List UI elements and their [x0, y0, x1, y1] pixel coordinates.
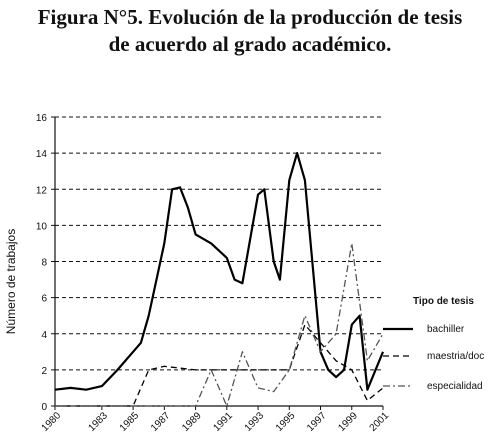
- y-tick-label: 14: [36, 149, 48, 160]
- x-tick-label: 1991: [211, 410, 235, 434]
- y-axis-label: Número de trabajos: [4, 229, 18, 334]
- y-tick-label: 8: [41, 258, 47, 269]
- series-line-maestria-doc: [55, 324, 384, 407]
- x-tick-label: 1993: [243, 410, 267, 434]
- legend-title: Tipo de tesis: [413, 296, 474, 307]
- series-line-bachiller: [54, 152, 385, 391]
- y-tick-label: 6: [41, 294, 47, 305]
- x-tick-label: 1995: [274, 410, 298, 434]
- x-tick-label: 1997: [305, 410, 329, 434]
- series-line-especialidad: [55, 242, 384, 407]
- chart-title-line-2: de acuerdo al grado académico.: [108, 32, 392, 56]
- x-tick-label: 1980: [40, 410, 64, 434]
- y-tick-label: 16: [36, 113, 48, 124]
- legend-label: maestria/doc: [427, 351, 484, 362]
- x-tick-label: 2001: [368, 410, 392, 434]
- y-tick-label: 4: [41, 330, 47, 341]
- x-tick-label: 1985: [118, 410, 142, 434]
- x-tick-label: 1999: [336, 410, 360, 434]
- y-tick-label: 0: [41, 402, 47, 413]
- chart-title-line-1: Figura N°5. Evolución de la producción d…: [37, 5, 463, 29]
- legend-label: especialidad: [427, 381, 483, 392]
- y-tick-label: 10: [36, 221, 48, 232]
- x-tick-label: 1987: [149, 410, 173, 434]
- y-tick-label: 12: [36, 185, 48, 196]
- legend-label: bachiller: [427, 324, 465, 335]
- x-tick-label: 1989: [180, 410, 204, 434]
- y-tick-label: 2: [41, 366, 47, 377]
- x-tick-label: 1983: [86, 410, 110, 434]
